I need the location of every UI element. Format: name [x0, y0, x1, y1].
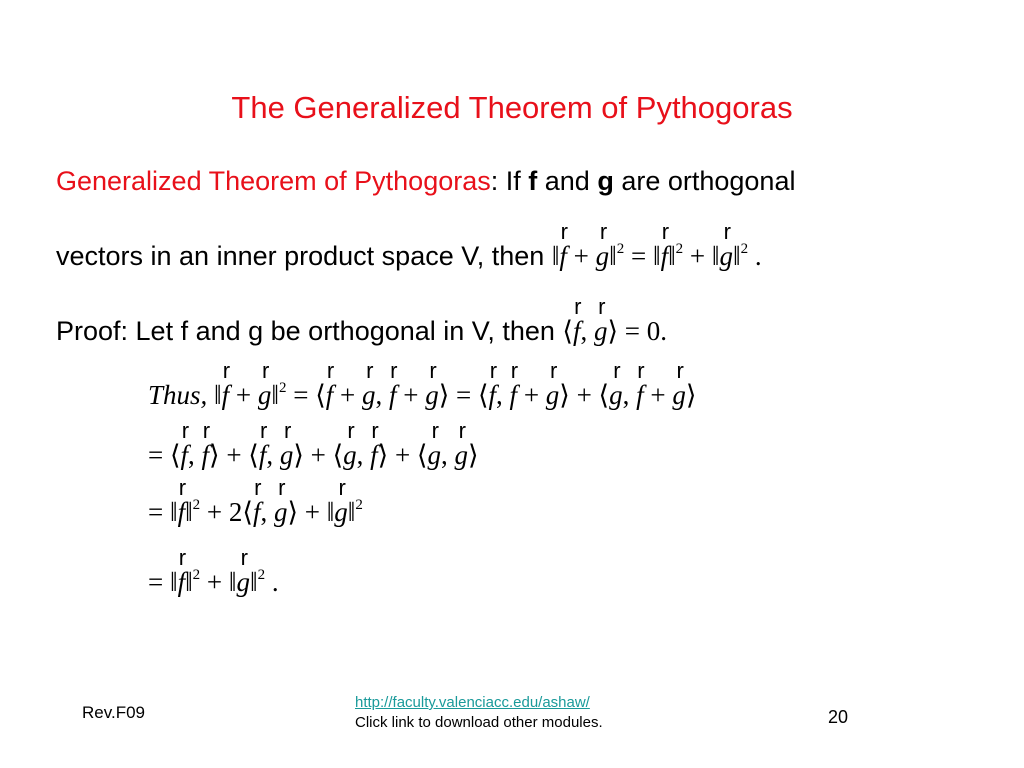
- statement-text: are orthogonal: [613, 166, 796, 196]
- vector-f: f: [370, 440, 378, 471]
- exponent: 2: [675, 241, 684, 257]
- vector-f: f: [389, 380, 397, 411]
- exponent: 2: [616, 241, 625, 257]
- statement-text: vectors in an inner product space V, the…: [56, 241, 552, 271]
- page-number: 20: [828, 707, 849, 727]
- footer-note: Click link to download other modules.: [355, 714, 603, 731]
- equation-line-2: = ⟨f, f⟩ + ⟨f, g⟩ + ⟨g, f⟩ + ⟨g, g⟩: [148, 440, 479, 471]
- vector-f: f: [178, 497, 186, 528]
- vector-f: f: [636, 380, 644, 411]
- vector-f: f: [326, 380, 334, 411]
- vector-g: g: [672, 380, 686, 411]
- vector-g: g: [334, 497, 348, 528]
- exponent: 2: [278, 380, 287, 396]
- exponent: 2: [257, 567, 266, 583]
- vector-f: f: [253, 497, 261, 528]
- vector-f: f: [259, 440, 267, 471]
- equation-line-3: = ‖f‖2 + 2⟨f, g⟩ + ‖g‖2: [148, 497, 363, 528]
- vector-f: f: [559, 241, 567, 272]
- vector-f: f: [181, 440, 189, 471]
- vector-f: f: [573, 316, 581, 347]
- statement-text: and: [537, 166, 598, 196]
- proof-intro: Proof: Let f and g be orthogonal in V, t…: [56, 316, 667, 347]
- vector-g: g: [362, 380, 376, 411]
- slide-title: The Generalized Theorem of Pythogoras: [231, 90, 793, 125]
- vector-g: g: [719, 241, 733, 272]
- vector-f: f: [202, 440, 210, 471]
- theorem-statement-line1: Generalized Theorem of Pythogoras: If f …: [56, 166, 795, 197]
- theorem-statement-line2: vectors in an inner product space V, the…: [56, 241, 762, 272]
- theorem-name: Generalized Theorem of Pythogoras: [56, 166, 491, 196]
- exponent: 2: [740, 241, 749, 257]
- equation-line-4: = ‖f‖2 + ‖g‖2 .: [148, 567, 279, 598]
- vector-g: g: [425, 380, 439, 411]
- exponent: 2: [192, 497, 201, 513]
- vector-g: g: [594, 316, 608, 347]
- vector-f: f: [661, 241, 669, 272]
- exponent: 2: [355, 497, 363, 513]
- vector-g: g: [427, 440, 441, 471]
- vector-g: g: [236, 567, 250, 598]
- proof-text: Proof: Let f and g be orthogonal in V, t…: [56, 316, 563, 346]
- vector-g: g: [274, 497, 288, 528]
- exponent: 2: [192, 567, 201, 583]
- bold-f: f: [528, 166, 538, 196]
- vector-f: f: [222, 380, 230, 411]
- modules-link[interactable]: http://faculty.valenciacc.edu/ashaw/: [355, 694, 590, 711]
- vector-f: f: [178, 567, 186, 598]
- equation-line-1: Thus, ‖f + g‖2 = ⟨f + g, f + g⟩ = ⟨f, f …: [148, 380, 696, 411]
- vector-g: g: [343, 440, 357, 471]
- vector-g: g: [280, 440, 294, 471]
- vector-g: g: [454, 440, 468, 471]
- thus-label: Thus,: [148, 380, 208, 410]
- orthogonality-formula: ⟨f, g⟩ = 0.: [562, 316, 667, 346]
- vector-g: g: [546, 380, 560, 411]
- statement-text: : If: [490, 166, 529, 196]
- bold-g: g: [597, 166, 614, 196]
- vector-g: g: [596, 241, 610, 272]
- vector-f: f: [510, 380, 518, 411]
- vector-g: g: [609, 380, 623, 411]
- vector-f: f: [489, 380, 497, 411]
- pythagoras-formula: ‖f + g‖2 = ‖f‖2 + ‖g‖2 .: [552, 241, 762, 271]
- vector-g: g: [258, 380, 272, 411]
- revision-label: Rev.F09: [82, 703, 145, 722]
